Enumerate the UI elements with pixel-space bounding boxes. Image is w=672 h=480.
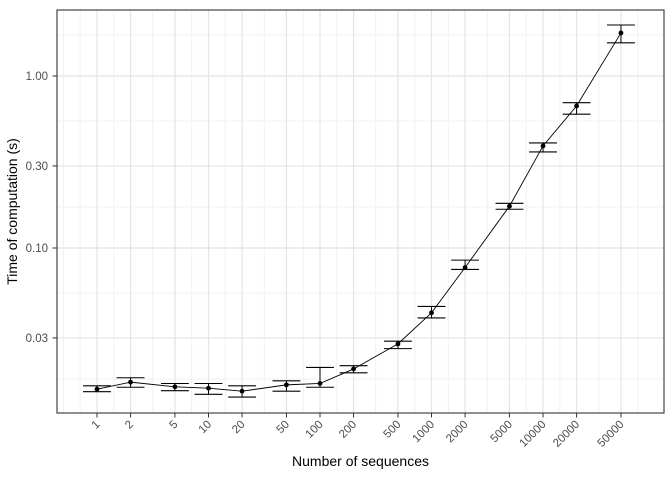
x-axis-tick-label: 50 — [275, 419, 293, 437]
data-point — [429, 310, 434, 316]
data-point — [172, 384, 178, 390]
y-axis-tick-label: 1.00 — [26, 71, 48, 83]
x-axis-tick-label: 50000 — [595, 419, 626, 450]
x-axis-tick-label: 5000 — [488, 419, 515, 446]
chart-layer: 1 2 5 10 20 50 100 200 500 1000 2000 5000 10000 20000… — [26, 9, 665, 450]
x-axis-tick-label: 2 — [123, 419, 136, 432]
data-point — [239, 388, 245, 394]
y-axis-tick-label: 0.03 — [26, 333, 48, 345]
data-point — [206, 385, 211, 391]
data-point — [284, 382, 289, 388]
x-axis-tick-label: 20 — [230, 419, 248, 437]
x-axis-tick-label: 200 — [337, 419, 359, 441]
y-axis-tick-label: 0.10 — [26, 243, 48, 255]
data-point — [540, 143, 546, 149]
data-point — [351, 366, 356, 372]
data-point — [618, 30, 624, 36]
x-axis-tick-label: 10000 — [518, 419, 549, 450]
data-point — [128, 379, 133, 385]
x-axis-tick-label: 1000 — [411, 419, 438, 446]
x-axis-tick-label: 2000 — [444, 419, 471, 446]
panel-border — [56, 9, 665, 414]
x-axis-tick-label: 20000 — [551, 419, 582, 450]
data-point — [574, 103, 579, 109]
data-point — [462, 265, 468, 270]
data-point — [507, 203, 512, 209]
data-point — [395, 341, 401, 347]
data-point — [94, 386, 100, 392]
x-axis-tick-label: 10 — [197, 419, 215, 437]
x-axis-tick-label: 500 — [382, 419, 404, 441]
x-axis-tick-label: 100 — [304, 419, 326, 441]
data-point — [317, 381, 323, 386]
x-axis-tick-label: 5 — [168, 419, 181, 432]
x-axis-tick-label: 1 — [90, 419, 103, 432]
y-axis-tick-label: 0.30 — [26, 161, 48, 173]
y-axis-title: Time of computation (s) — [4, 138, 20, 285]
plot-panel — [57, 10, 664, 413]
x-axis-title: Number of sequences — [292, 453, 429, 469]
